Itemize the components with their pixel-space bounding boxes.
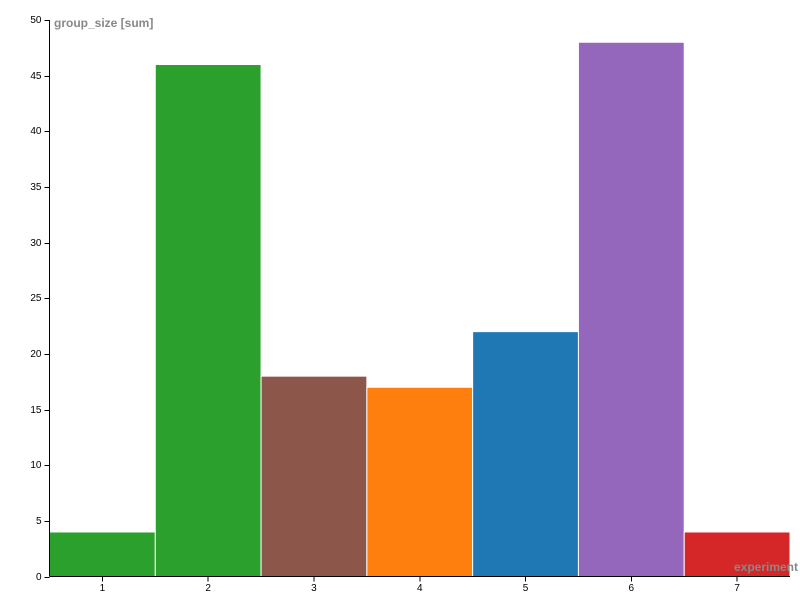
bar [472,331,579,578]
bar [49,531,156,577]
y-tick-label: 45 [30,71,42,82]
bar [577,41,685,577]
x-axis-title: experiment [734,560,798,574]
x-tick-label: 6 [629,583,635,594]
y-tick-label: 25 [30,293,42,304]
x-tick-label: 1 [100,583,106,594]
bar [260,375,368,577]
bar [366,386,474,578]
y-tick-label: 20 [30,349,42,360]
y-tick-label: 50 [30,15,42,26]
x-tick-label: 4 [417,583,423,594]
y-tick-label: 40 [30,126,42,137]
x-tick-label: 3 [311,583,317,594]
x-tick-label: 7 [734,583,740,594]
x-tick-label: 2 [205,583,211,594]
y-tick-label: 15 [30,405,42,416]
y-tick-label: 5 [36,516,42,527]
y-tick-label: 10 [30,460,42,471]
y-axis-title: group_size [sum] [54,16,153,30]
x-tick-label: 5 [523,583,529,594]
y-tick-label: 30 [30,238,42,249]
y-tick-label: 0 [36,572,42,583]
y-tick-label: 35 [30,182,42,193]
bar [154,64,262,578]
